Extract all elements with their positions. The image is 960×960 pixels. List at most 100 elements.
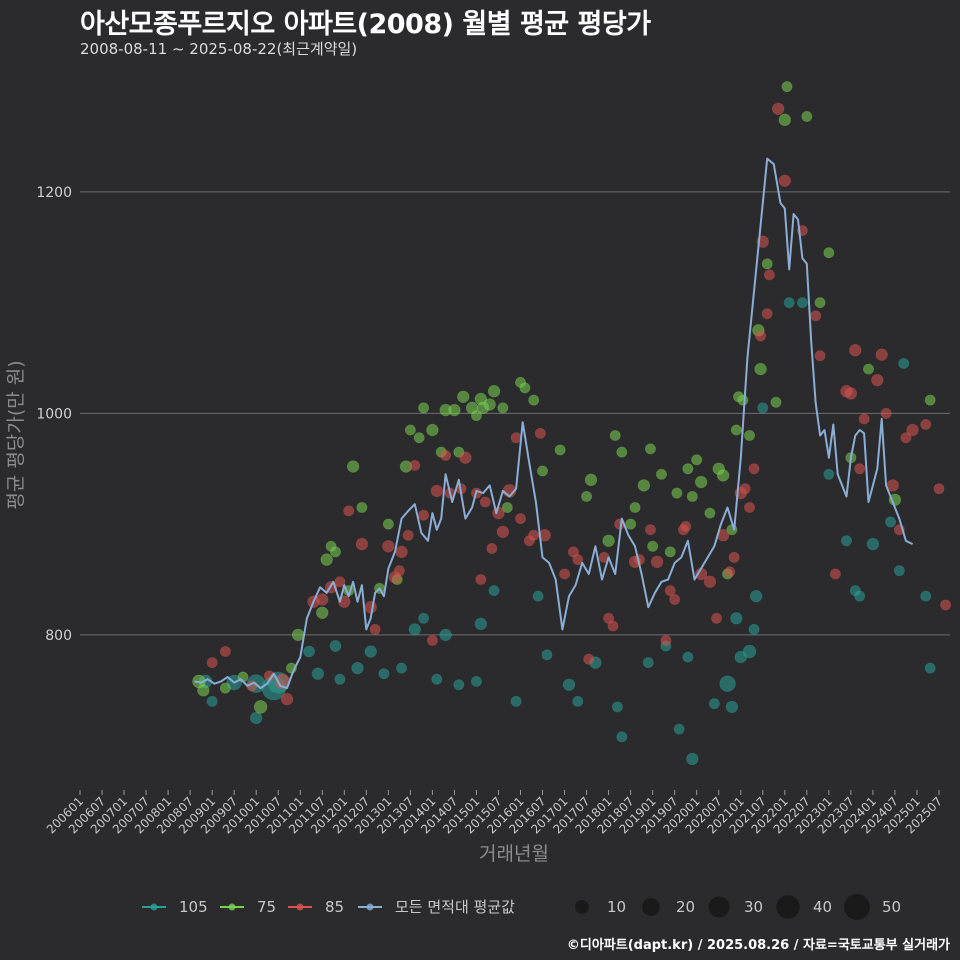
data-point-75 — [664, 546, 676, 558]
data-point-105 — [742, 644, 757, 659]
data-point-75 — [404, 424, 416, 436]
data-point-105 — [920, 590, 932, 602]
data-point-85 — [650, 555, 664, 569]
data-point-75 — [382, 518, 394, 530]
data-point-85 — [280, 692, 294, 706]
data-point-75 — [316, 606, 329, 619]
legend-size-dot-20 — [642, 898, 660, 916]
data-point-85 — [739, 483, 751, 495]
data-point-75 — [219, 682, 231, 694]
data-point-75 — [671, 487, 683, 499]
data-point-75 — [644, 443, 656, 455]
data-point-105 — [532, 590, 544, 602]
data-point-85 — [393, 565, 405, 577]
data-point-75 — [801, 111, 813, 123]
data-point-85 — [572, 554, 584, 566]
data-point-105 — [866, 537, 880, 551]
data-point-75 — [584, 473, 598, 487]
data-point-85 — [858, 413, 870, 425]
legend: 105 75 85 모든 면적대 평균값 10 20 30 40 50 — [142, 894, 901, 920]
legend-size-dot-10 — [575, 900, 589, 914]
data-point-75 — [781, 81, 793, 93]
data-point-75 — [655, 468, 667, 480]
data-point-75 — [609, 430, 621, 442]
data-point-105 — [453, 679, 465, 691]
data-point-85 — [880, 407, 892, 419]
data-point-85 — [669, 593, 681, 605]
data-point-105 — [757, 402, 769, 414]
data-points — [192, 81, 952, 766]
data-point-85 — [355, 537, 369, 551]
data-point-105 — [616, 731, 628, 743]
data-point-105 — [510, 695, 522, 707]
data-point-105 — [431, 673, 443, 685]
data-point-75 — [197, 684, 210, 697]
data-point-105 — [488, 585, 500, 597]
legend-size-dot-30 — [708, 896, 730, 918]
data-point-75 — [457, 390, 470, 403]
data-point-85 — [364, 601, 377, 614]
data-point-75 — [629, 502, 641, 514]
data-point-85 — [206, 657, 218, 669]
data-point-105 — [673, 723, 685, 735]
data-point-85 — [724, 566, 736, 578]
average-line — [194, 157, 914, 690]
data-point-105 — [378, 668, 390, 680]
data-point-75 — [602, 534, 615, 547]
data-point-85 — [711, 612, 723, 624]
data-point-75 — [761, 258, 773, 270]
data-point-75 — [730, 424, 742, 436]
data-point-85 — [583, 653, 595, 665]
data-point-85 — [664, 585, 676, 597]
data-point-105 — [611, 701, 623, 713]
legend-size-label: 40 — [813, 898, 832, 916]
data-point-105 — [783, 297, 795, 309]
data-point-75 — [704, 507, 716, 519]
data-point-105 — [562, 678, 576, 691]
data-point-105 — [924, 662, 936, 674]
data-point-85 — [772, 102, 785, 115]
data-point-105 — [408, 623, 421, 636]
data-point-85 — [316, 593, 329, 606]
data-point-85 — [534, 427, 546, 439]
legend-dot-3 — [366, 903, 374, 911]
data-point-105 — [329, 640, 342, 652]
data-point-75 — [501, 502, 513, 514]
data-point-75 — [487, 385, 501, 398]
legend-size-label: 10 — [607, 898, 626, 916]
data-point-75 — [413, 432, 425, 444]
data-point-105 — [364, 645, 377, 658]
data-point-105 — [303, 645, 315, 658]
data-point-85 — [369, 623, 381, 635]
data-point-105 — [206, 695, 218, 707]
data-point-75 — [329, 546, 341, 558]
data-point-85 — [875, 348, 888, 361]
data-point-75 — [581, 490, 593, 502]
data-point-85 — [418, 509, 430, 521]
data-point-105 — [250, 711, 263, 725]
data-point-75 — [528, 394, 540, 406]
data-point-75 — [686, 490, 698, 502]
data-point-85 — [920, 418, 932, 430]
y-axis-title: 평균 평당가(만 원) — [5, 360, 27, 509]
data-point-85 — [426, 634, 438, 646]
data-point-85 — [680, 520, 692, 532]
data-point-75 — [320, 553, 333, 566]
legend-size-dot-50 — [844, 894, 870, 920]
data-point-75 — [448, 403, 461, 417]
y-tick-labels: 800 1000 1200 — [36, 185, 72, 644]
data-point-85 — [402, 529, 414, 541]
data-point-85 — [219, 646, 231, 658]
data-point-75 — [346, 460, 360, 473]
data-point-75 — [744, 430, 756, 442]
data-point-85 — [755, 330, 767, 342]
legend-dot-1 — [228, 903, 236, 911]
data-point-85 — [559, 568, 571, 580]
legend-size-label: 20 — [676, 898, 695, 916]
data-point-105 — [351, 661, 364, 675]
data-point-85 — [567, 546, 579, 558]
data-point-85 — [515, 513, 527, 525]
data-point-85 — [703, 575, 717, 588]
data-point-105 — [311, 667, 325, 680]
legend-size-dot-40 — [776, 895, 800, 919]
